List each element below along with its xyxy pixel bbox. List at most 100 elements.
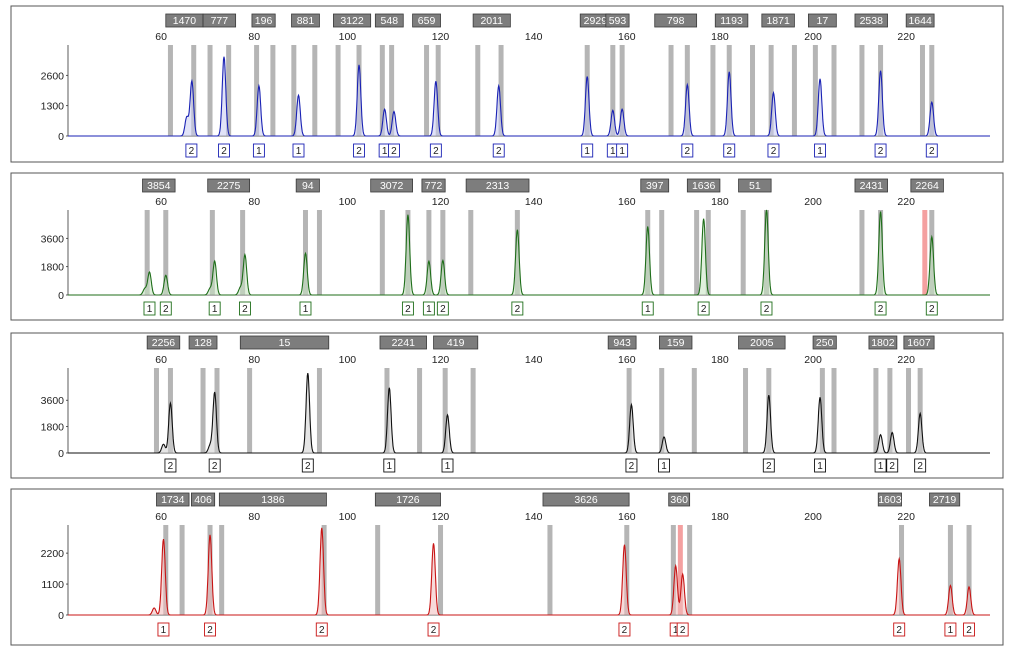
marker-label: 159 xyxy=(667,337,685,349)
allele-bin xyxy=(144,210,150,295)
x-tick-label: 140 xyxy=(525,511,543,523)
marker-label: 2431 xyxy=(860,180,884,192)
allele-bin xyxy=(624,525,630,615)
allele-bin xyxy=(316,210,322,295)
allele-bin xyxy=(691,368,697,453)
allele-call-box xyxy=(252,143,265,158)
x-tick-label: 60 xyxy=(155,354,167,366)
allele-call-box xyxy=(441,458,454,473)
allele-call-box xyxy=(963,622,975,637)
marker-label: 548 xyxy=(381,15,399,27)
marker-box xyxy=(903,335,935,350)
allele-bin xyxy=(966,525,972,615)
x-tick-label: 120 xyxy=(432,31,450,43)
allele-call-box xyxy=(676,622,689,637)
allele-call-label: 1 xyxy=(161,625,167,636)
allele-call-box xyxy=(492,143,505,158)
allele-bin xyxy=(791,45,797,136)
allele-call-label: 1 xyxy=(212,304,218,315)
allele-call-label: 1 xyxy=(610,146,616,157)
x-tick-label: 60 xyxy=(155,196,167,208)
allele-bin xyxy=(498,45,504,136)
marker-label: 1871 xyxy=(766,15,790,27)
allele-call-box xyxy=(383,458,396,473)
x-tick-label: 160 xyxy=(618,354,636,366)
marker-box xyxy=(472,13,511,28)
allele-call-label: 1 xyxy=(584,146,590,157)
allele-call-label: 2 xyxy=(189,146,195,157)
x-tick-label: 60 xyxy=(155,511,167,523)
x-tick-label: 100 xyxy=(339,354,357,366)
allele-call-label: 2 xyxy=(680,625,686,636)
marker-label: 196 xyxy=(255,15,273,27)
x-tick-label: 220 xyxy=(897,31,915,43)
y-tick-label: 3600 xyxy=(41,395,65,407)
marker-label: 1636 xyxy=(692,180,716,192)
allele-call-label: 1 xyxy=(147,304,153,315)
marker-box xyxy=(868,335,898,350)
allele-call-box xyxy=(388,143,400,158)
allele-call-label: 2 xyxy=(356,146,362,157)
allele-call-box xyxy=(762,458,775,473)
marker-label: 397 xyxy=(646,180,664,192)
allele-bin xyxy=(917,368,923,453)
marker-label: 1603 xyxy=(878,494,902,506)
allele-bin xyxy=(929,45,935,136)
allele-bin xyxy=(291,45,297,136)
marker-label: 777 xyxy=(211,15,229,27)
allele-call-label: 2 xyxy=(929,304,935,315)
y-tick-label: 1300 xyxy=(41,101,65,113)
allele-bin xyxy=(207,45,213,136)
allele-bin xyxy=(417,368,423,453)
marker-label: 2241 xyxy=(392,337,416,349)
marker-box xyxy=(142,178,176,193)
marker-label: 1802 xyxy=(871,337,895,349)
allele-bin xyxy=(812,45,818,136)
allele-call-box xyxy=(925,143,938,158)
allele-bin xyxy=(705,210,711,295)
marker-label: 2005 xyxy=(750,337,774,349)
allele-bin xyxy=(384,368,390,453)
allele-call-label: 2 xyxy=(685,146,691,157)
allele-call-box xyxy=(814,458,826,473)
y-tick-label: 1100 xyxy=(41,579,64,591)
allele-bin xyxy=(426,210,432,295)
allele-call-label: 2 xyxy=(766,461,772,472)
marker-box xyxy=(905,13,935,28)
allele-bin xyxy=(209,210,215,295)
y-tick-label: 3600 xyxy=(41,233,65,245)
allele-bin xyxy=(887,368,893,453)
allele-bin xyxy=(226,45,232,136)
allele-call-box xyxy=(697,301,710,316)
marker-box xyxy=(807,13,837,28)
allele-bin xyxy=(659,210,665,295)
allele-bin xyxy=(442,368,448,453)
allele-bin-highlight xyxy=(922,210,928,295)
allele-call-label: 2 xyxy=(305,461,311,472)
allele-call-label: 2 xyxy=(701,304,707,315)
marker-box xyxy=(370,178,413,193)
allele-call-box xyxy=(641,301,654,316)
x-tick-label: 180 xyxy=(711,31,729,43)
allele-call-label: 2 xyxy=(440,304,446,315)
allele-bin xyxy=(768,45,774,136)
allele-bin xyxy=(163,210,169,295)
x-tick-label: 80 xyxy=(248,31,260,43)
allele-bin xyxy=(859,210,865,295)
allele-bin xyxy=(316,368,322,453)
marker-label: 3072 xyxy=(380,180,404,192)
allele-call-box xyxy=(886,458,899,473)
allele-call-label: 1 xyxy=(645,304,651,315)
allele-bin xyxy=(710,45,716,136)
marker-label: 2256 xyxy=(152,337,176,349)
marker-label: 128 xyxy=(194,337,212,349)
x-tick-label: 60 xyxy=(155,31,167,43)
marker-label: 2538 xyxy=(860,15,884,27)
allele-call-box xyxy=(204,622,216,637)
x-tick-label: 80 xyxy=(248,196,260,208)
allele-call-label: 2 xyxy=(726,146,732,157)
x-tick-label: 220 xyxy=(897,511,915,523)
x-tick-label: 100 xyxy=(339,196,357,208)
allele-bin xyxy=(873,368,879,453)
